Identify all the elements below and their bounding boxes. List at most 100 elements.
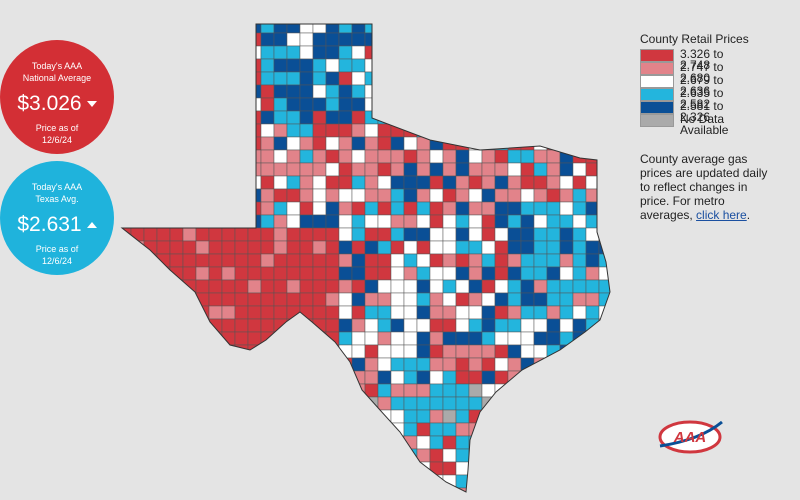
county bbox=[208, 318, 223, 333]
county bbox=[130, 396, 145, 411]
county bbox=[299, 461, 314, 476]
county bbox=[390, 84, 405, 99]
county bbox=[195, 266, 210, 281]
county bbox=[546, 396, 561, 411]
county bbox=[122, 435, 132, 450]
county bbox=[247, 110, 262, 125]
county bbox=[247, 45, 262, 60]
county bbox=[429, 318, 444, 333]
county bbox=[156, 71, 171, 86]
county bbox=[247, 214, 262, 229]
county bbox=[520, 305, 535, 320]
county bbox=[312, 253, 327, 268]
county bbox=[156, 123, 171, 138]
county bbox=[122, 24, 132, 34]
county bbox=[273, 331, 288, 346]
county bbox=[182, 214, 197, 229]
county bbox=[403, 71, 418, 86]
county bbox=[338, 461, 353, 476]
county bbox=[156, 201, 171, 216]
county bbox=[260, 253, 275, 268]
county bbox=[156, 331, 171, 346]
county bbox=[122, 474, 132, 489]
county bbox=[455, 162, 470, 177]
county bbox=[130, 58, 145, 73]
county bbox=[169, 305, 184, 320]
county bbox=[546, 123, 561, 138]
county bbox=[533, 422, 548, 437]
county bbox=[286, 396, 301, 411]
county bbox=[481, 32, 496, 47]
county bbox=[273, 487, 288, 492]
county bbox=[122, 123, 132, 138]
county bbox=[559, 357, 574, 372]
county bbox=[455, 422, 470, 437]
county bbox=[221, 162, 236, 177]
county bbox=[612, 358, 625, 371]
county bbox=[429, 227, 444, 242]
county bbox=[130, 32, 145, 47]
county bbox=[546, 318, 561, 333]
county bbox=[156, 487, 171, 492]
county bbox=[234, 201, 249, 216]
county bbox=[221, 461, 236, 476]
county bbox=[325, 474, 340, 489]
county bbox=[390, 435, 405, 450]
county bbox=[299, 448, 314, 463]
county bbox=[169, 188, 184, 203]
county bbox=[455, 253, 470, 268]
county bbox=[598, 422, 610, 437]
county bbox=[286, 253, 301, 268]
county bbox=[273, 292, 288, 307]
county bbox=[299, 357, 314, 372]
county bbox=[273, 136, 288, 151]
county bbox=[507, 279, 522, 294]
county bbox=[286, 58, 301, 73]
county bbox=[143, 409, 158, 424]
county bbox=[221, 136, 236, 151]
county bbox=[455, 136, 470, 151]
county bbox=[156, 318, 171, 333]
county bbox=[182, 201, 197, 216]
county bbox=[455, 370, 470, 385]
county bbox=[247, 97, 262, 112]
county bbox=[507, 175, 522, 190]
county bbox=[325, 370, 340, 385]
county bbox=[585, 305, 600, 320]
county bbox=[247, 240, 262, 255]
county bbox=[286, 110, 301, 125]
county bbox=[208, 71, 223, 86]
county bbox=[520, 487, 535, 492]
county bbox=[481, 448, 496, 463]
county bbox=[286, 227, 301, 242]
county bbox=[286, 24, 301, 34]
county bbox=[247, 227, 262, 242]
county bbox=[494, 58, 509, 73]
county bbox=[546, 188, 561, 203]
county bbox=[598, 58, 610, 73]
county bbox=[122, 279, 132, 294]
county bbox=[442, 292, 457, 307]
county bbox=[351, 162, 366, 177]
county bbox=[403, 292, 418, 307]
county bbox=[273, 71, 288, 86]
county bbox=[507, 422, 522, 437]
county bbox=[585, 487, 600, 492]
county bbox=[338, 266, 353, 281]
county bbox=[130, 71, 145, 86]
county bbox=[182, 84, 197, 99]
county bbox=[468, 97, 483, 112]
metro-link[interactable]: click here bbox=[696, 208, 747, 222]
county bbox=[299, 370, 314, 385]
county bbox=[559, 344, 574, 359]
county bbox=[351, 292, 366, 307]
county bbox=[338, 396, 353, 411]
county bbox=[260, 422, 275, 437]
county bbox=[598, 383, 610, 398]
county bbox=[312, 227, 327, 242]
county bbox=[468, 279, 483, 294]
county bbox=[130, 318, 145, 333]
county bbox=[130, 344, 145, 359]
county bbox=[598, 331, 610, 346]
